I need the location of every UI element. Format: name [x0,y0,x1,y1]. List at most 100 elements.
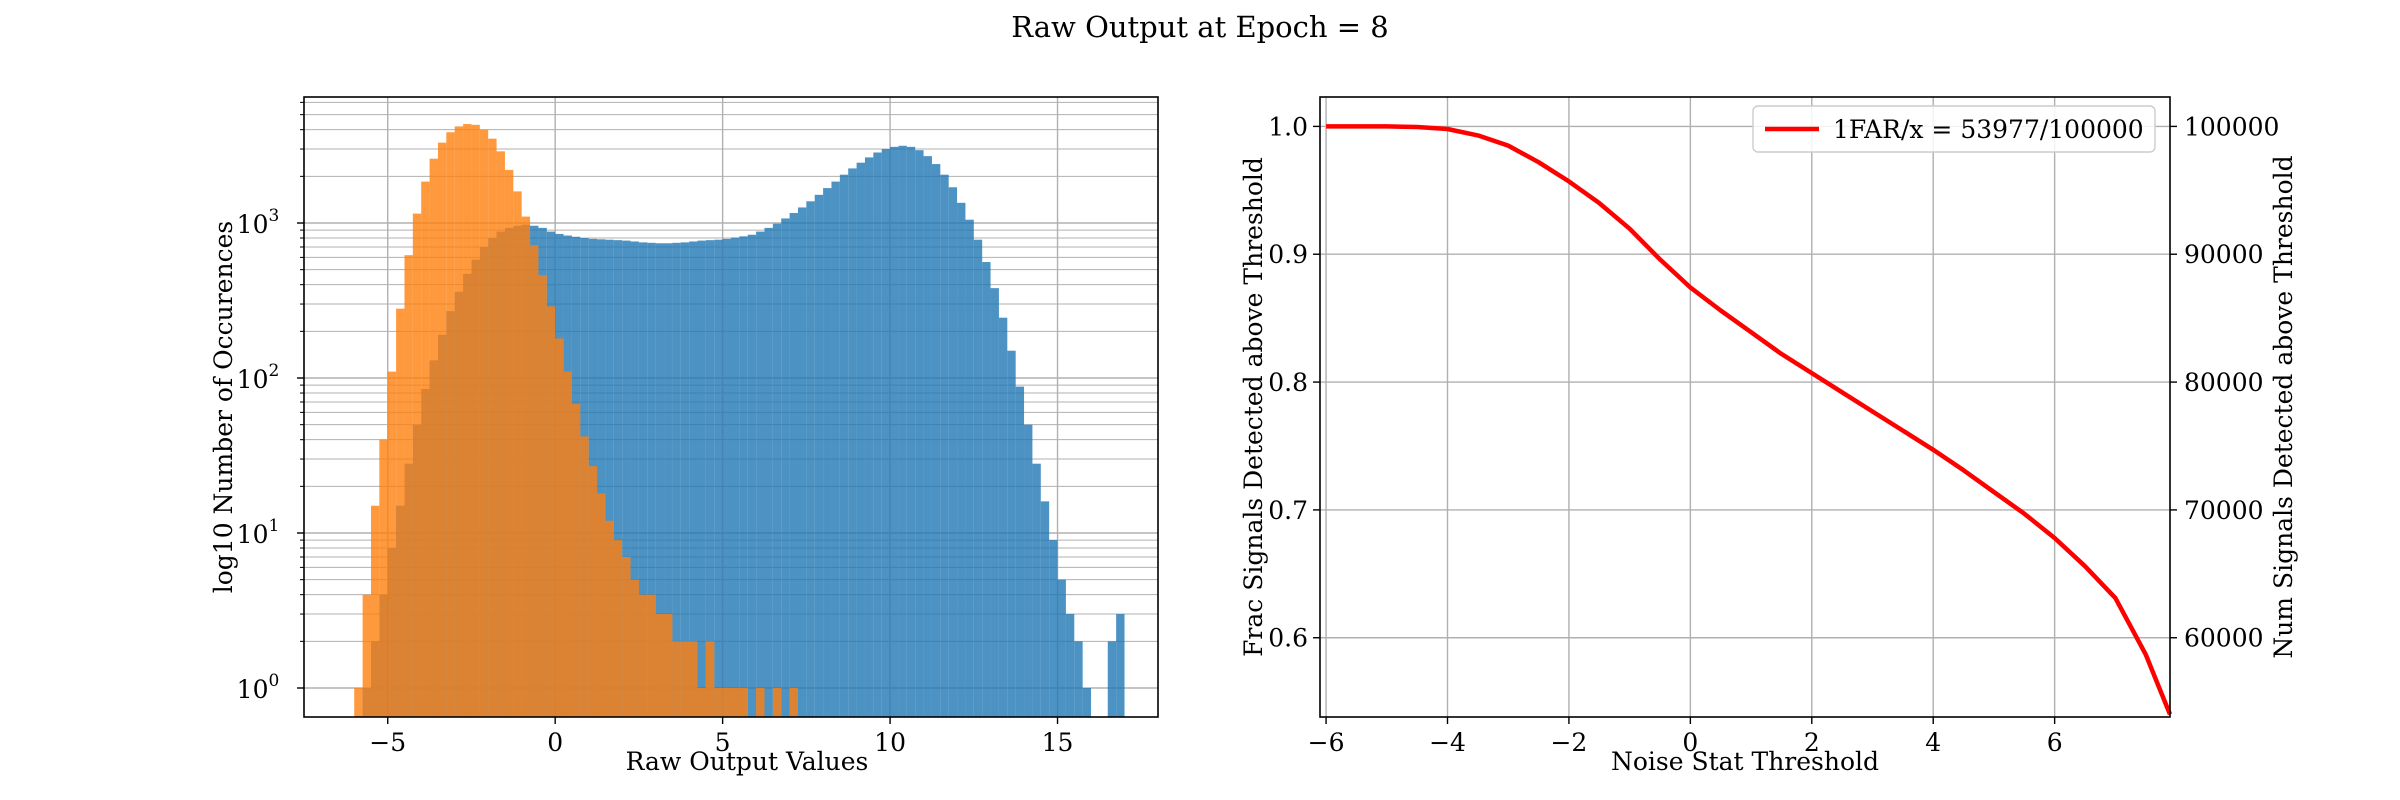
histogram-bar-series-1 [982,262,991,717]
x-tick-label: −5 [369,728,406,757]
histogram-bar-series-2 [412,213,422,718]
histogram-bar-series-1 [831,181,840,717]
histogram-bar-series-1 [781,218,790,717]
detection-curve-line-1 [1326,124,2173,716]
histogram-bar-series-2 [471,124,480,717]
y-tick-label-right: 80000 [2184,368,2264,397]
histogram-bar-series-2 [463,124,472,717]
histogram-bar-series-1 [630,241,639,717]
legend-box [1752,105,2156,153]
histogram-bar-series-1 [957,202,966,718]
histogram-bar-series-2 [714,688,723,717]
histogram-bar-series-1 [705,240,715,718]
histogram-bar-series-2 [705,641,715,717]
histogram-frame [303,96,1159,718]
plot-frame [1319,96,2171,718]
histogram-bar-series-1 [823,188,832,718]
detection-gridlines [1320,97,2170,717]
histogram-bar-series-1 [664,243,673,717]
histogram-bar-series-2 [387,371,397,717]
plot-frame [303,96,1159,718]
histogram-bar-series-2 [613,540,623,717]
histogram-bar-series-1 [923,156,932,717]
histogram-bar-series-1 [772,223,782,718]
histogram-bar-series-2 [622,557,631,717]
histogram-bar-series-1 [613,240,623,718]
histogram-x-axis-label: Raw Output Values [626,747,869,776]
y-tick-label-left: 0.7 [1268,496,1308,525]
y-tick-label-right: 100000 [2184,112,2279,141]
histogram-bar-series-2 [605,520,614,717]
histogram-bar-series-2 [680,641,690,717]
histogram-bar-series-2 [630,579,639,717]
histogram-bar-series-2 [496,151,505,717]
histogram-bar-series-1 [965,219,974,717]
histogram-bar-series-1 [1032,463,1041,717]
histogram-bar-series-2 [530,245,539,717]
histogram-bar-series-2 [370,505,380,717]
histogram-bar-series-2 [446,132,455,718]
histogram-bar-series-2 [354,688,363,717]
histogram-bar-series-2 [655,614,665,717]
y-tick-label-left: 1.0 [1268,112,1308,141]
detection-curve-axes: −6 −4 −2 0 2 4 6 0.6 0.7 0.8 0.9 1.0 60000 70000 80000… [1239,96,2298,776]
histogram-bar-series-2 [479,129,489,718]
histogram-bar-series-1 [1024,424,1033,717]
y-tick-label-right: 60000 [2184,624,2264,653]
histogram-bar-series-2 [571,403,581,717]
histogram-bar-series-1 [998,317,1008,717]
histogram-bar-series-1 [864,157,874,718]
histogram-bar-series-2 [580,436,589,717]
histogram-bar-series-1 [1049,540,1058,717]
histogram-bar-series-2 [647,594,656,717]
histogram-bar-series-2 [638,594,648,717]
histogram-bar-series-2 [429,158,438,718]
histogram-bar-series-1 [747,234,757,717]
detection-ticks: −6 −4 −2 0 2 4 6 0.6 0.7 0.8 0.9 1.0 60000 70000 80000… [1268,112,2279,757]
y-tick-label-right: 90000 [2184,240,2264,269]
legend-label: 1FAR/x = 53977/100000 [1833,115,2144,144]
histogram-bar-series-1 [1107,641,1117,717]
histogram-bar-series-1 [873,152,882,717]
figure-title: Raw Output at Epoch = 8 [1011,10,1389,44]
histogram-bar-series-2 [722,688,731,717]
histogram-bar-series-1 [789,213,798,718]
histogram-bar-series-1 [655,243,665,717]
histogram-bar-series-1 [764,227,773,717]
x-tick-label: 5 [715,728,731,757]
histogram-bar-series-1 [931,164,941,717]
histogram-bar-series-2 [538,275,547,717]
x-tick-label: 10 [874,728,906,757]
x-tick-label: 0 [1682,728,1698,757]
histogram-bar-series-2 [504,169,514,718]
histogram-bar-series-2 [404,255,413,718]
histogram-bar-series-1 [680,242,690,718]
histogram-bar-series-1 [948,187,958,717]
histogram-bar-series-2 [597,493,606,717]
histogram-bar-series-2 [546,306,556,717]
histogram-bar-series-1 [1015,386,1025,717]
histogram-bar-series-2 [772,688,782,717]
detection-x-axis-label: Noise Stat Threshold [1611,747,1879,776]
histogram-bar-series-1 [940,174,949,718]
x-tick-label: −6 [1308,728,1345,757]
histogram-bar-series-1 [605,239,614,717]
histogram-bar-series-1 [697,240,706,717]
histogram-bar-series-1 [990,288,999,717]
histogram-bar-series-2 [454,126,464,717]
histogram-bar-series-2 [513,191,522,717]
histogram-bar-series-1 [672,242,681,717]
histogram-bar-series-2 [689,641,698,717]
histogram-bar-series-1 [1057,579,1066,717]
histogram-bar-series-1 [890,146,899,717]
histogram-bar-series-1 [739,236,748,718]
histogram-bar-series-1 [1007,350,1016,717]
histogram-bar-series-1 [1040,501,1050,717]
y-tick-label: 100 [237,671,280,704]
histogram-bar-series-1 [797,207,807,717]
histogram-bar-series-1 [1082,688,1092,717]
histogram-bar-series-2 [563,371,572,717]
y-tick-label-left: 0.9 [1268,240,1308,269]
histogram-bar-series-2 [488,138,497,717]
histogram-bar-series-1 [756,231,765,717]
